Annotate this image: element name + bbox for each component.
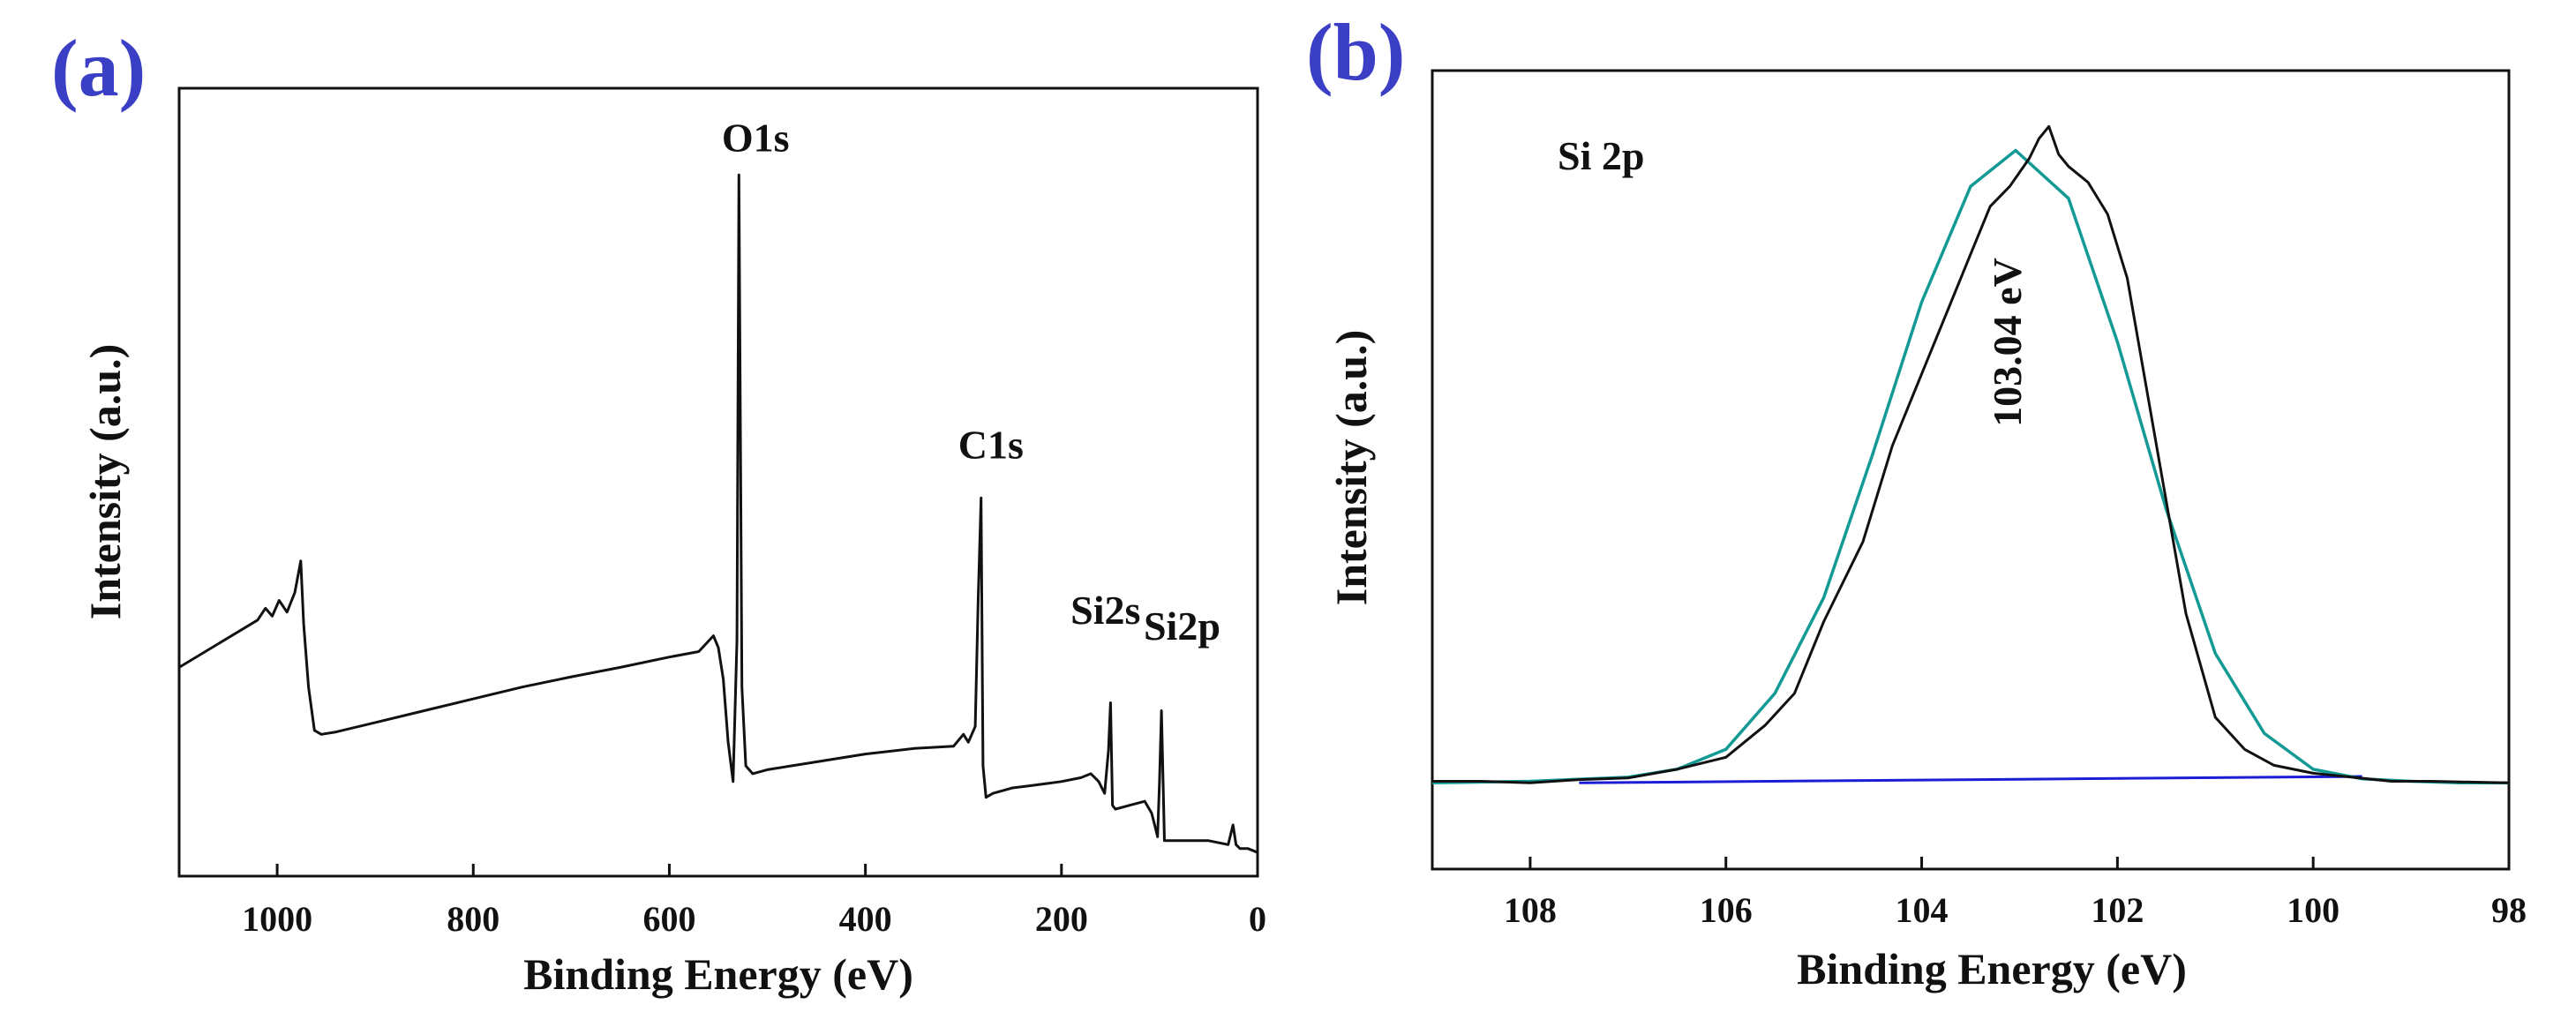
panel-b-element-label: Si 2p (1558, 133, 1644, 178)
panel-a: (a) 1000 800 600 400 200 0 O1s C1s Si2s Si2p Bin… (51, 23, 1266, 999)
panel-b-spectrum-line (1432, 124, 2510, 784)
panel-a-x-axis-title: Binding Energy (eV) (523, 949, 913, 999)
panel-a-o1s-label: O1s (722, 115, 790, 160)
panel-a-label: (a) (51, 23, 146, 113)
panel-b-x-tick-label: 108 (1504, 890, 1557, 930)
panel-b-fit-line (1431, 148, 2509, 785)
panel-b: (b) 108 106 104 102 100 98 Si 2p 103.04 eV Bi… (1306, 7, 2527, 993)
panel-a-x-tick-label: 1000 (242, 899, 312, 939)
panel-a-x-tick-label: 400 (839, 899, 892, 939)
panel-a-x-tick-label: 200 (1035, 899, 1088, 939)
panel-b-x-ticks (1528, 857, 2511, 869)
panel-b-x-tick-label: 102 (2091, 890, 2144, 930)
panel-a-x-tick-labels: 1000 800 600 400 200 0 (242, 899, 1266, 939)
panel-b-baseline-line (1579, 775, 2362, 784)
panel-a-x-tick-label: 800 (447, 899, 499, 939)
panel-b-y-axis-title: Intensity (a.u.) (1326, 330, 1376, 606)
panel-b-peak-label: 103.04 eV (1985, 258, 2030, 427)
panel-b-x-tick-label: 98 (2491, 890, 2527, 930)
panel-a-si2p-label: Si2p (1144, 603, 1220, 648)
panel-a-x-ticks (275, 864, 1259, 876)
panel-a-x-tick-label: 0 (1249, 899, 1266, 939)
panel-b-x-axis-title: Binding Energy (eV) (1797, 944, 2187, 993)
panel-b-x-tick-labels: 108 106 104 102 100 98 (1504, 890, 2527, 930)
panel-a-y-axis-title: Intensity (a.u.) (80, 344, 130, 620)
panel-b-x-tick-label: 106 (1700, 890, 1753, 930)
panel-a-survey-line (178, 173, 1258, 854)
panel-b-frame (1431, 69, 2511, 871)
panel-a-frame (177, 86, 1259, 878)
panel-a-c1s-label: C1s (958, 423, 1024, 468)
panel-a-si2s-label: Si2s (1070, 588, 1140, 633)
panel-b-x-tick-label: 104 (1896, 890, 1949, 930)
panel-b-label: (b) (1306, 7, 1405, 97)
panel-b-x-tick-label: 100 (2287, 890, 2339, 930)
panel-a-x-tick-label: 600 (642, 899, 695, 939)
panel-a-peak-annotations: O1s C1s Si2s Si2p (722, 115, 1220, 648)
